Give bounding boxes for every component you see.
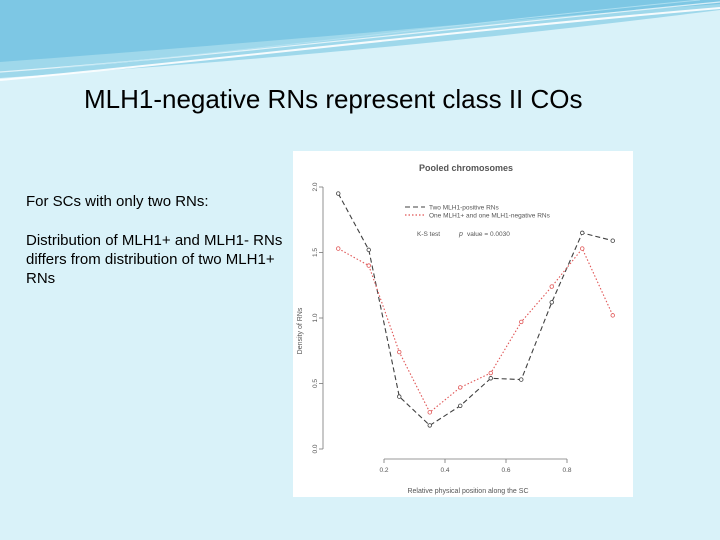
chart-title: Pooled chromosomes xyxy=(419,163,513,173)
body-paragraph-intro: For SCs with only two RNs: xyxy=(26,193,209,210)
y-tick-label: 2.0 xyxy=(312,182,319,191)
y-tick-label: 0.0 xyxy=(312,444,319,453)
chart-axes: 0.0 0.5 1.0 1.5 2.0 0.2 0.4 0.6 0.8 xyxy=(312,182,572,474)
x-tick-label: 0.4 xyxy=(440,467,449,474)
body-text: For SCs with only two RNs: Distribution … xyxy=(26,192,286,308)
series-point-1 xyxy=(366,263,371,268)
x-tick-label: 0.6 xyxy=(501,467,510,474)
series-point-0 xyxy=(366,247,371,253)
series-point-0 xyxy=(336,191,341,196)
chart-series-layer xyxy=(336,191,615,428)
series-point-0 xyxy=(580,230,585,236)
series-point-0 xyxy=(397,394,402,399)
chart-legend: Two MLH1-positive RNs One MLH1+ and one … xyxy=(405,205,551,238)
series-point-0 xyxy=(519,377,524,382)
series-point-1 xyxy=(549,284,554,289)
x-axis-label: Relative physical position along the SC xyxy=(407,488,528,495)
p-label: p xyxy=(458,231,463,238)
body-paragraph-distribution: Distribution of MLH1+ and MLH1- RNs diff… xyxy=(26,232,283,287)
density-line-chart: Pooled chromosomes Relative physical pos… xyxy=(297,163,615,495)
y-tick-label: 1.5 xyxy=(312,248,319,257)
legend-label-two-positive: Two MLH1-positive RNs xyxy=(429,205,499,212)
series-point-1 xyxy=(610,313,615,318)
y-axis-label: Density of RNs xyxy=(297,307,304,354)
chart-image-frame: Pooled chromosomes Relative physical pos… xyxy=(293,151,633,497)
slide-title: MLH1-negative RNs represent class II COs xyxy=(84,84,583,114)
series-point-1 xyxy=(580,246,585,251)
series-point-0 xyxy=(458,403,463,408)
series-point-1 xyxy=(397,349,402,355)
series-point-1 xyxy=(427,410,432,415)
series-point-0 xyxy=(488,376,493,381)
legend-label-one-negative: One MLH1+ and one MLH1-negative RNs xyxy=(429,213,551,220)
y-tick-label: 0.5 xyxy=(312,379,319,388)
series-point-0 xyxy=(427,423,432,428)
series-point-1 xyxy=(458,385,463,390)
background-waves xyxy=(0,0,720,81)
p-value-text: value = 0.0030 xyxy=(467,231,510,238)
series-point-0 xyxy=(549,300,554,305)
series-point-1 xyxy=(519,319,524,325)
x-tick-label: 0.8 xyxy=(562,467,571,474)
series-line-1 xyxy=(338,247,614,414)
series-point-0 xyxy=(610,238,615,243)
x-tick-label: 0.2 xyxy=(379,467,388,474)
y-tick-label: 1.0 xyxy=(312,313,319,322)
series-point-1 xyxy=(336,246,341,251)
series-line-0 xyxy=(337,193,613,427)
ks-test-label: K-S test xyxy=(417,231,440,238)
series-point-1 xyxy=(488,370,493,376)
